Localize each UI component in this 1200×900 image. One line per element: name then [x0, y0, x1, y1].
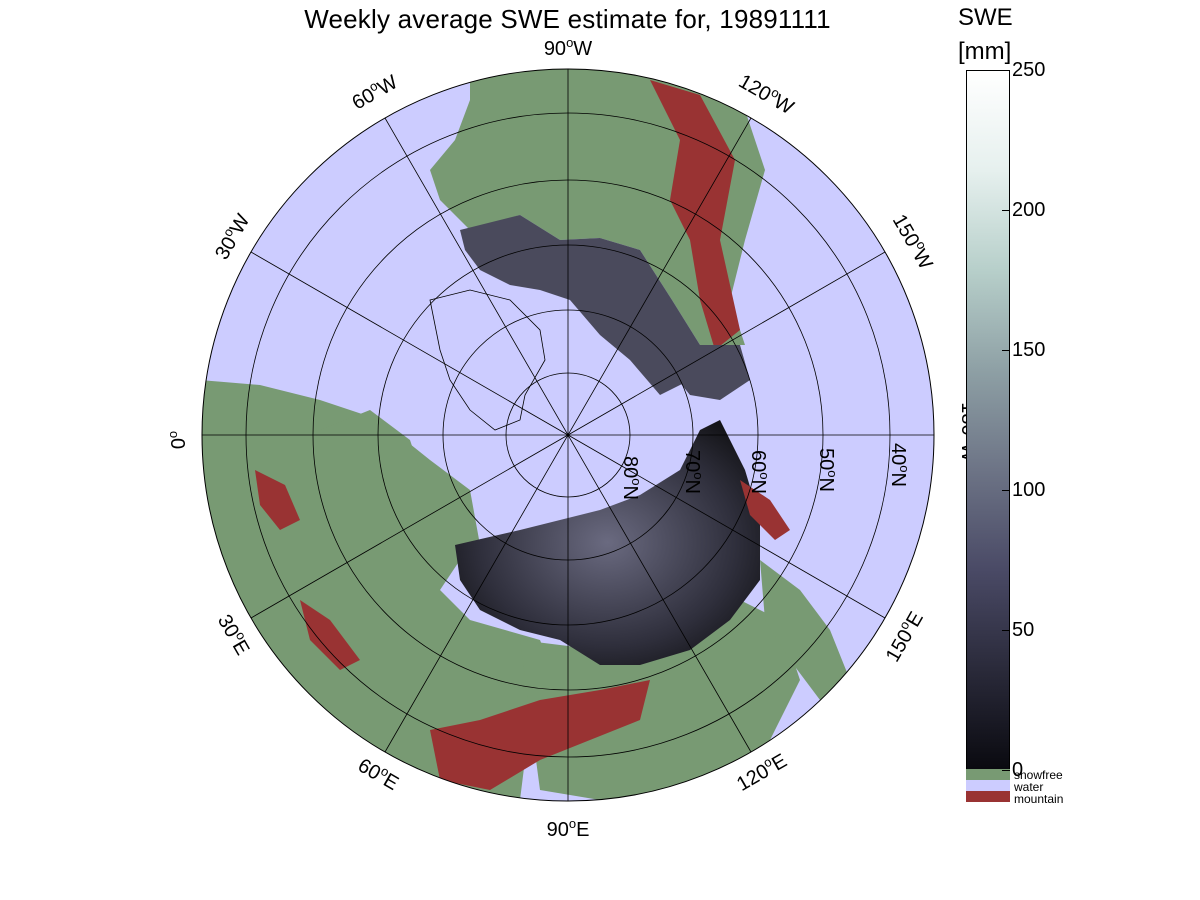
legend-mountain-label: mountain — [1014, 792, 1064, 806]
colorbar-tick-label: 100 — [1012, 479, 1046, 501]
colorbar-tick-label: 50 — [1012, 619, 1035, 641]
colorbar-tick-label: 250 — [1012, 59, 1046, 81]
map-title: Weekly average SWE estimate for, 1989111… — [304, 4, 831, 34]
alaska-snow — [660, 330, 750, 400]
colorbar-tick-mark — [1002, 70, 1010, 71]
legend-mountain-swatch — [966, 791, 1010, 802]
alps-mountain — [255, 470, 300, 530]
greenland — [429, 289, 546, 431]
east-asia-coast — [760, 560, 850, 700]
colorbar-tick-mark — [1002, 490, 1010, 491]
lon-label-90e: 90oE — [547, 816, 590, 841]
meridians — [202, 69, 934, 801]
legend-water-swatch — [966, 780, 1010, 791]
colorbar-tick-mark — [1002, 630, 1010, 631]
scandinavia-land — [320, 410, 420, 490]
lat-label-70n: 70oN — [681, 450, 706, 494]
lon-label-30w: 30oW — [209, 209, 255, 263]
lon-label-120w: 120oW — [735, 68, 799, 119]
colorbar-tick-label: 150 — [1012, 339, 1046, 361]
lat-label-40n: 40oN — [887, 443, 912, 487]
canada-snow — [460, 215, 700, 395]
legend-water-label: water — [1014, 780, 1044, 794]
legend-snowfree-swatch — [966, 769, 1010, 780]
lon-label-150w: 150oW — [888, 209, 939, 273]
colorbar-title: SWE — [958, 4, 1013, 31]
lat-label-50n: 50oN — [815, 448, 840, 492]
lat-label-80n: 80oN — [619, 456, 644, 500]
caucasus-mountain — [300, 600, 360, 670]
asia-mountain — [430, 680, 650, 790]
colorbar-tick-mark — [1002, 210, 1010, 211]
colorbar-tick-mark — [1002, 350, 1010, 351]
lon-label-60w: 60oW — [347, 69, 401, 115]
colorbar-unit: [mm] — [958, 38, 1012, 65]
colorbar-tick-label: 200 — [1012, 199, 1046, 221]
legend-snowfree-label: snowfree — [1014, 768, 1063, 782]
colorbar — [966, 70, 1010, 770]
colorbar-tick-label: 0 — [1012, 759, 1024, 781]
lat-label-60n: 60oN — [747, 450, 772, 494]
colorbar-tick-mark — [1002, 770, 1010, 771]
lon-label-30e: 30oE — [213, 609, 256, 659]
lon-label-90w: 90oW — [544, 35, 592, 60]
kamchatka-mountain — [740, 480, 790, 540]
europe-land — [202, 380, 560, 800]
lon-label-0: 0o — [165, 431, 190, 449]
